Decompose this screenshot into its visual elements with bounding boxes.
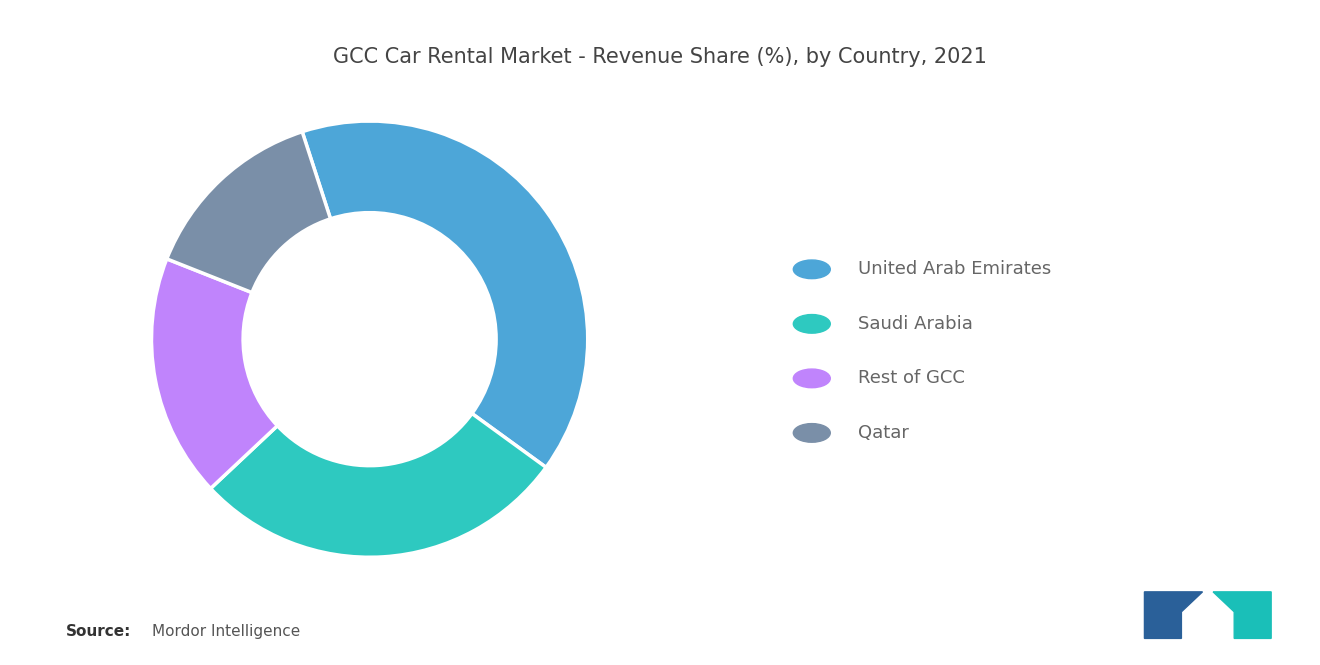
Wedge shape (152, 259, 277, 489)
Text: United Arab Emirates: United Arab Emirates (858, 260, 1051, 279)
Text: Source:: Source: (66, 624, 132, 639)
Polygon shape (1144, 592, 1203, 638)
Text: Mordor Intelligence: Mordor Intelligence (152, 624, 300, 639)
Text: GCC Car Rental Market - Revenue Share (%), by Country, 2021: GCC Car Rental Market - Revenue Share (%… (333, 47, 987, 66)
Wedge shape (302, 121, 587, 467)
Text: Qatar: Qatar (858, 424, 909, 442)
Wedge shape (166, 132, 330, 293)
Text: Saudi Arabia: Saudi Arabia (858, 315, 973, 333)
Polygon shape (1213, 592, 1271, 638)
Text: Rest of GCC: Rest of GCC (858, 369, 965, 388)
Wedge shape (211, 414, 546, 557)
